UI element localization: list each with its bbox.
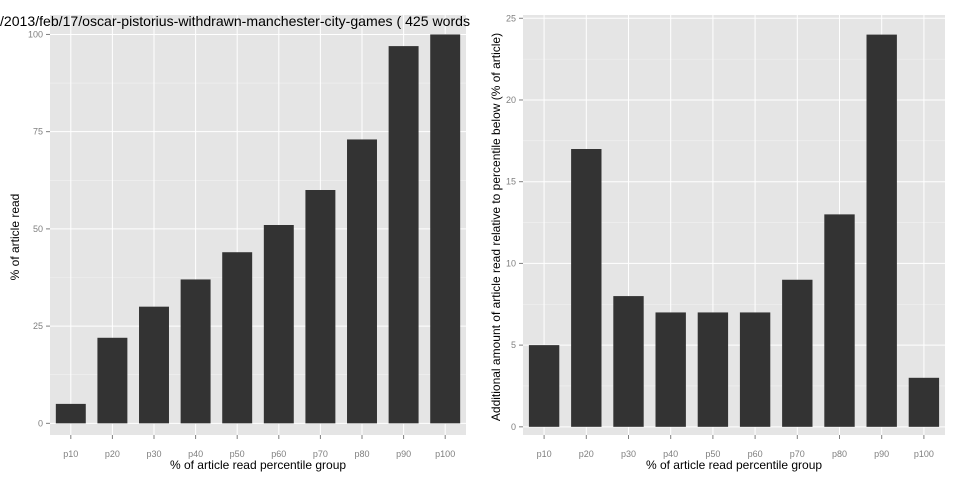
bar-p20 <box>97 337 128 424</box>
y-axis-title: Additional amount of article read relati… <box>489 33 503 421</box>
y-tick-label: 75 <box>33 127 43 137</box>
x-tick-label: p70 <box>313 449 328 459</box>
bar-p10 <box>55 403 86 424</box>
chart-left: 0 25 50 75 100 p10 p20 p30 p40 p50 p60 p70 p80 p90 p10… <box>0 13 470 472</box>
x-tick-label: p50 <box>230 449 245 459</box>
x-tick-label: p60 <box>748 449 763 459</box>
y-tick-label: 5 <box>511 340 516 350</box>
x-tick-label: p40 <box>188 449 203 459</box>
x-tick-label: p20 <box>105 449 120 459</box>
x-tick-label: p10 <box>63 449 78 459</box>
y-tick-label: 0 <box>511 422 516 432</box>
y-tick-label: 25 <box>33 321 43 331</box>
x-tick-label: p70 <box>790 449 805 459</box>
bar-p30 <box>139 306 169 424</box>
bar-p80 <box>347 139 377 424</box>
x-tick-label: p90 <box>874 449 889 459</box>
x-tick-label: p40 <box>663 449 678 459</box>
bar-p10 <box>528 345 560 427</box>
y-axis-title: % of article read <box>8 194 22 281</box>
bar-p100 <box>430 34 461 424</box>
y-tick-label: 25 <box>506 13 516 23</box>
y-tick-label: 15 <box>506 177 516 187</box>
bar-p90 <box>388 46 419 424</box>
bar-p90 <box>866 34 897 427</box>
bar-p40 <box>655 312 686 427</box>
bar-p60 <box>739 312 771 427</box>
y-tick-label: 10 <box>506 258 516 268</box>
x-axis-title: % of article read percentile group <box>170 458 346 472</box>
y-tick-label: 20 <box>506 95 516 105</box>
x-tick-label: p60 <box>271 449 286 459</box>
chart-right: 0 5 10 15 20 25 p10 p20 p30 p40 p50 p60 p70 p80 p90 p10… <box>489 13 945 472</box>
y-tick-label: 50 <box>33 224 43 234</box>
bar-p40 <box>180 279 211 424</box>
x-tick-label: p100 <box>435 449 455 459</box>
bar-p70 <box>305 190 336 424</box>
bar-p100 <box>908 377 940 427</box>
bar-p50 <box>697 312 729 427</box>
bar-p20 <box>571 149 602 427</box>
bar-p70 <box>782 279 813 427</box>
x-tick-label: p80 <box>354 449 369 459</box>
x-tick-label: p30 <box>146 449 161 459</box>
bar-p60 <box>263 225 294 424</box>
x-axis-title: % of article read percentile group <box>646 458 822 472</box>
x-tick-label: p80 <box>832 449 847 459</box>
chart-title: /2013/feb/17/oscar-pistorius-withdrawn-m… <box>0 13 470 29</box>
y-tick-label: 0 <box>38 418 43 428</box>
x-tick-label: p10 <box>537 449 552 459</box>
x-tick-label: p90 <box>396 449 411 459</box>
x-tick-label: p30 <box>621 449 636 459</box>
x-tick-label: p100 <box>914 449 934 459</box>
y-tick-label: 100 <box>28 29 43 39</box>
bar-p50 <box>222 252 253 424</box>
bar-p80 <box>824 214 855 427</box>
x-tick-label: p50 <box>705 449 720 459</box>
x-tick-label: p20 <box>579 449 594 459</box>
bar-p30 <box>613 296 644 427</box>
